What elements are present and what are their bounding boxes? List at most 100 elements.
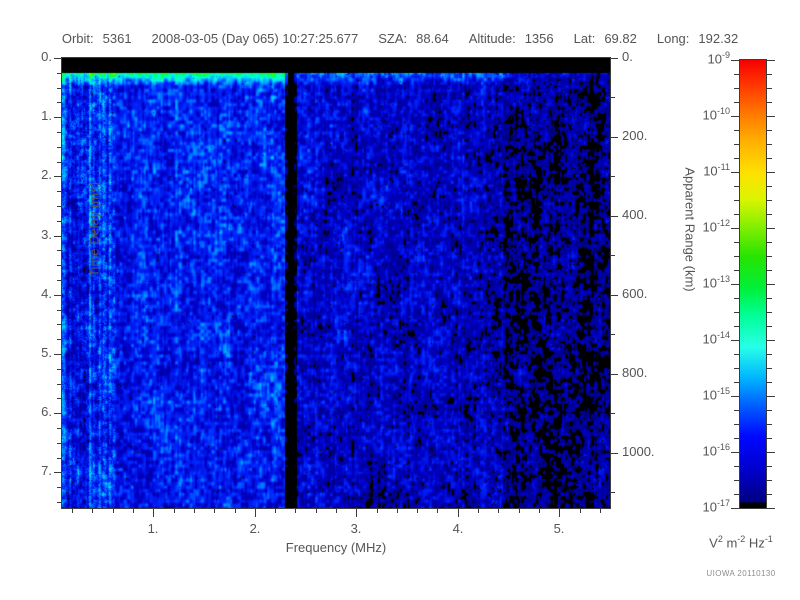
unit-m-exp: -2 <box>737 534 746 544</box>
y-tick-label-right: 800. <box>622 365 648 380</box>
altitude-label: Altitude: <box>468 31 516 46</box>
y-minor-tick <box>57 369 62 370</box>
y-major-tick-right <box>610 58 618 59</box>
altitude-value: 1356 <box>524 31 554 46</box>
observation-datetime: 2008-03-05 (Day 065) 10:27:25.677 <box>151 31 359 46</box>
y-minor-tick <box>57 487 62 488</box>
colorbar-major-tick-left <box>731 172 740 173</box>
colorbar-minor-tick-right <box>766 382 772 383</box>
colorbar-tick-label: 10-9 <box>674 50 730 66</box>
plot-header: Orbit: 5361 2008-03-05 (Day 065) 10:27:25.… <box>0 31 800 46</box>
x-minor-tick <box>397 508 398 513</box>
x-minor-tick <box>539 508 540 513</box>
colorbar-major-tick-right <box>766 116 775 117</box>
colorbar-minor-tick-right <box>766 158 772 159</box>
colorbar-major-tick-left <box>731 284 740 285</box>
colorbar-mantissa: 10 <box>702 499 717 515</box>
colorbar-minor-tick-left <box>734 298 740 299</box>
x-major-tick <box>458 508 459 517</box>
x-minor-tick <box>194 508 195 513</box>
colorbar-major-tick-left <box>731 60 740 61</box>
y-tick-label-right: 600. <box>622 286 648 301</box>
x-minor-tick <box>519 508 520 513</box>
y-tick-label-right: 1000. <box>622 444 655 459</box>
colorbar-mantissa: 10 <box>702 275 717 291</box>
axis-top <box>61 57 611 58</box>
colorbar-minor-tick-left <box>734 256 740 257</box>
colorbar-minor-tick-left <box>734 242 740 243</box>
colorbar-minor-tick-left <box>734 480 740 481</box>
orbit-label: Orbit: <box>61 31 94 46</box>
colorbar-major-tick-right <box>766 172 775 173</box>
y-tick-label-right: 200. <box>622 128 648 143</box>
colorbar-tick-label: 10-15 <box>674 386 730 402</box>
y-minor-tick <box>57 162 62 163</box>
colorbar-mantissa: 10 <box>702 331 717 347</box>
colorbar-border-top <box>739 59 767 60</box>
colorbar-minor-tick-right <box>766 88 772 89</box>
x-minor-tick <box>133 508 134 513</box>
y-minor-tick <box>57 324 62 325</box>
colorbar-minor-tick-left <box>734 410 740 411</box>
colorbar-exponent: -15 <box>716 386 730 396</box>
colorbar-minor-tick-left <box>734 186 740 187</box>
x-axis-label: Frequency (MHz) <box>285 540 387 555</box>
colorbar-minor-tick-left <box>734 326 740 327</box>
colorbar-major-tick-right <box>766 340 775 341</box>
y-minor-tick <box>57 310 62 311</box>
y-minor-tick-right <box>610 334 615 335</box>
x-minor-tick <box>336 508 337 513</box>
colorbar-major-tick-left <box>731 340 740 341</box>
y-tick-label: 2. <box>41 167 52 182</box>
y-minor-tick <box>57 458 62 459</box>
colorbar-minor-tick-left <box>734 214 740 215</box>
colorbar-exponent: -9 <box>721 50 730 60</box>
y-minor-tick <box>57 502 62 503</box>
x-minor-tick <box>235 508 236 513</box>
colorbar-minor-tick-left <box>734 130 740 131</box>
y-minor-tick <box>57 73 62 74</box>
x-major-tick <box>153 508 154 517</box>
unit-m: m <box>722 535 738 551</box>
colorbar-minor-tick-left <box>734 354 740 355</box>
colorbar-exponent: -17 <box>716 498 730 508</box>
x-minor-tick <box>580 508 581 513</box>
colorbar-major-tick-left <box>731 396 740 397</box>
colorbar-tick-label: 10-16 <box>674 442 730 458</box>
y-minor-tick <box>57 102 62 103</box>
colorbar-tick-label: 10-14 <box>674 330 730 346</box>
colorbar-major-tick-left <box>731 508 740 509</box>
y-minor-tick <box>57 384 62 385</box>
colorbar-minor-tick-right <box>766 214 772 215</box>
colorbar-tick-label: 10-12 <box>674 218 730 234</box>
y-tick-label-right: 0. <box>622 49 633 64</box>
y-minor-tick-right <box>610 176 615 177</box>
colorbar-unit-label: V2 m-2 Hz-1 <box>686 534 796 550</box>
x-minor-tick <box>377 508 378 513</box>
colorbar-minor-tick-right <box>766 438 772 439</box>
y-minor-tick <box>57 221 62 222</box>
x-minor-tick <box>417 508 418 513</box>
x-minor-tick <box>600 508 601 513</box>
y-tick-label: 5. <box>41 345 52 360</box>
colorbar-tick-label: 10-10 <box>674 106 730 122</box>
colorbar-major-tick-right <box>766 396 775 397</box>
ionogram-heatmap <box>62 58 610 508</box>
colorbar <box>740 60 766 508</box>
colorbar-minor-tick-right <box>766 494 772 495</box>
y-major-tick-right <box>610 374 618 375</box>
colorbar-border-bottom <box>739 508 767 509</box>
y-minor-tick <box>57 206 62 207</box>
x-minor-tick <box>92 508 93 513</box>
colorbar-minor-tick-right <box>766 186 772 187</box>
colorbar-minor-tick-right <box>766 368 772 369</box>
colorbar-minor-tick-left <box>734 466 740 467</box>
y-minor-tick-right <box>610 492 615 493</box>
colorbar-minor-tick-right <box>766 424 772 425</box>
colorbar-minor-tick-right <box>766 200 772 201</box>
x-major-tick <box>559 508 560 517</box>
long-label: Long: <box>656 31 690 46</box>
unit-v: V <box>709 535 718 551</box>
y-axis-label-left: Time Delay (ms) <box>86 182 102 277</box>
y-minor-tick <box>57 250 62 251</box>
